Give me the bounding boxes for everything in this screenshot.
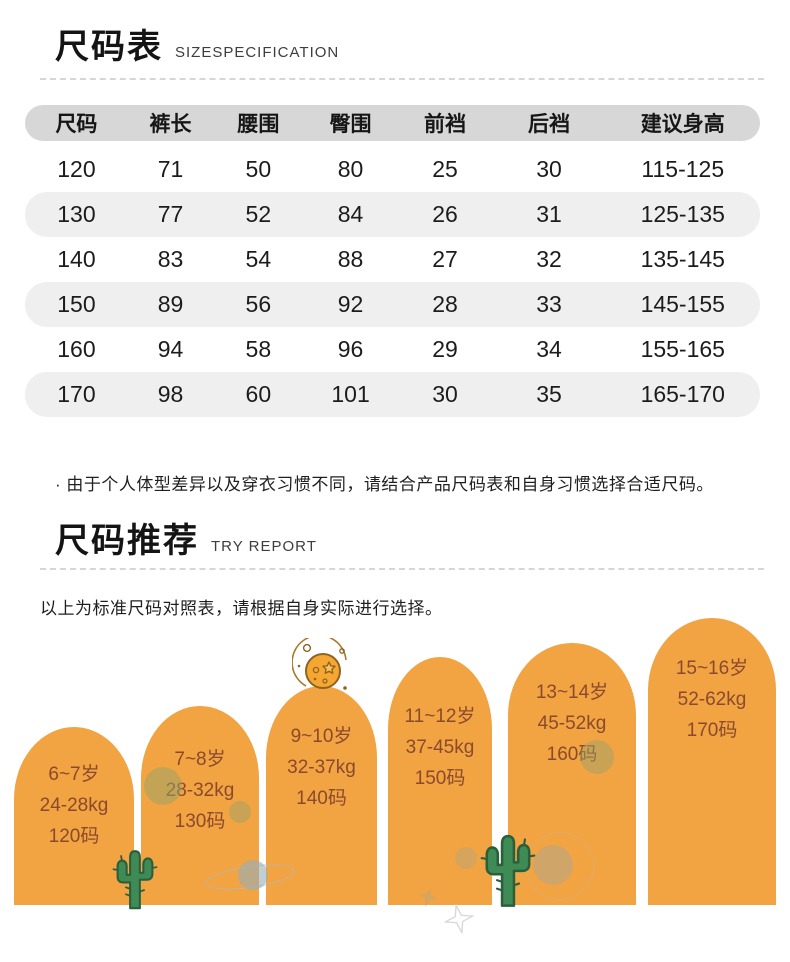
cell: 94: [157, 336, 184, 362]
divider-dashed: [40, 568, 764, 570]
cell: 101: [331, 381, 370, 407]
recommend-intro: 以上为标准尺码对照表，请根据自身实际进行选择。: [40, 599, 443, 618]
bar-weight: 52-62kg: [677, 689, 747, 710]
cell: 54: [245, 246, 272, 272]
bar-weight: 45-52kg: [537, 713, 607, 734]
recommend-subtitle: TRY REPORT: [211, 538, 317, 555]
sparkle-icon: [442, 902, 476, 936]
cell: 80: [337, 156, 364, 182]
cell: 155-165: [640, 336, 725, 362]
cell: 98: [157, 381, 184, 407]
divider-dashed: [40, 78, 764, 80]
col-header-back-rise: 后裆: [528, 113, 571, 136]
table-row-130: 130 77 52 84 26 31 125-135: [25, 192, 760, 237]
cell: 170: [57, 381, 96, 407]
bar-age: 7~8岁: [174, 749, 226, 770]
size-table-heading: 尺码表 SIZESPECIFICATION: [55, 30, 339, 64]
size-table-title: 尺码表: [55, 28, 163, 66]
bar-age: 15~16岁: [675, 658, 749, 679]
cell: 32: [536, 246, 562, 272]
col-header-size: 尺码: [55, 113, 98, 136]
col-header-suggested-height: 建议身高: [640, 113, 725, 136]
bar-size: 120码: [48, 826, 100, 847]
cell: 50: [245, 156, 272, 182]
cell: 165-170: [640, 381, 725, 407]
cell: 120: [57, 156, 96, 182]
cell: 88: [337, 246, 364, 272]
cell: 92: [337, 291, 364, 317]
size-note: · 由于个人体型差异以及穿衣习惯不同，请结合产品尺码表和自身习惯选择合适尺码。: [55, 475, 714, 494]
cell: 34: [536, 336, 562, 362]
cell: 58: [245, 336, 272, 362]
cell: 30: [432, 381, 458, 407]
bar-size: 160码: [546, 744, 598, 765]
cell: 56: [245, 291, 272, 317]
cell: 130: [57, 201, 96, 227]
cell: 35: [536, 381, 562, 407]
size-table-subtitle: SIZESPECIFICATION: [175, 44, 340, 61]
table-row-120: 120 71 50 80 25 30 115-125: [25, 147, 760, 192]
cell: 150: [57, 291, 96, 317]
bar-size: 170码: [686, 720, 738, 741]
cell: 83: [157, 246, 184, 272]
cell: 84: [337, 201, 364, 227]
col-header-pant-length: 裤长: [149, 113, 192, 136]
bar-weight: 37-45kg: [405, 737, 475, 758]
cell: 60: [245, 381, 272, 407]
cell: 30: [536, 156, 562, 182]
size-table: 尺码 裤长 腰围 臀围 前裆 后裆 建议身高 120 71 50 80 25 3…: [25, 105, 760, 417]
bar-size: 150码: [414, 768, 466, 789]
bar-age: 9~10岁: [290, 726, 353, 747]
bar-size: 140码: [296, 788, 347, 809]
recommend-title: 尺码推荐: [55, 522, 199, 560]
cell: 25: [432, 156, 458, 182]
table-row-140: 140 83 54 88 27 32 135-145: [25, 237, 760, 282]
table-row-160: 160 94 58 96 29 34 155-165: [25, 327, 760, 372]
table-row-170: 170 98 60 101 30 35 165-170: [25, 372, 760, 417]
bar-weight: 32-37kg: [287, 757, 356, 778]
cell: 26: [432, 201, 458, 227]
recommend-bar-160: 13~14岁 45-52kg 160码: [508, 643, 636, 905]
cell: 125-135: [640, 201, 725, 227]
cell: 31: [536, 201, 562, 227]
table-row-150: 150 89 56 92 28 33 145-155: [25, 282, 760, 327]
bar-age: 13~14岁: [535, 682, 609, 703]
recommend-bar-120: 6~7岁 24-28kg 120码: [14, 727, 134, 905]
cell: 160: [57, 336, 96, 362]
recommend-bar-130: 7~8岁 28-32kg 130码: [141, 706, 259, 905]
cell: 28: [432, 291, 458, 317]
recommend-heading: 尺码推荐 TRY REPORT: [55, 524, 317, 558]
bar-weight: 24-28kg: [39, 795, 109, 816]
recommend-bar-150: 11~12岁 37-45kg 150码: [388, 657, 492, 905]
cell: 115-125: [641, 156, 725, 182]
cell: 52: [245, 201, 272, 227]
bar-age: 6~7岁: [48, 764, 100, 785]
cell: 96: [337, 336, 364, 362]
cell: 135-145: [640, 246, 725, 272]
cell: 33: [536, 291, 562, 317]
cell: 71: [157, 156, 184, 182]
cell: 145-155: [640, 291, 725, 317]
cell: 140: [57, 246, 96, 272]
bar-age: 11~12岁: [404, 706, 476, 727]
col-header-front-rise: 前裆: [424, 113, 467, 136]
cell: 27: [432, 246, 458, 272]
cell: 77: [157, 201, 184, 227]
cell: 89: [157, 291, 184, 317]
col-header-hip: 臀围: [329, 113, 372, 136]
recommend-bar-140: 9~10岁 32-37kg 140码: [266, 686, 377, 905]
table-header-row: 尺码 裤长 腰围 臀围 前裆 后裆 建议身高: [25, 105, 760, 141]
recommend-bar-170: 15~16岁 52-62kg 170码: [648, 618, 776, 905]
bar-size: 130码: [174, 811, 226, 832]
cell: 29: [432, 336, 458, 362]
bar-weight: 28-32kg: [165, 780, 235, 801]
col-header-waist: 腰围: [237, 113, 280, 136]
